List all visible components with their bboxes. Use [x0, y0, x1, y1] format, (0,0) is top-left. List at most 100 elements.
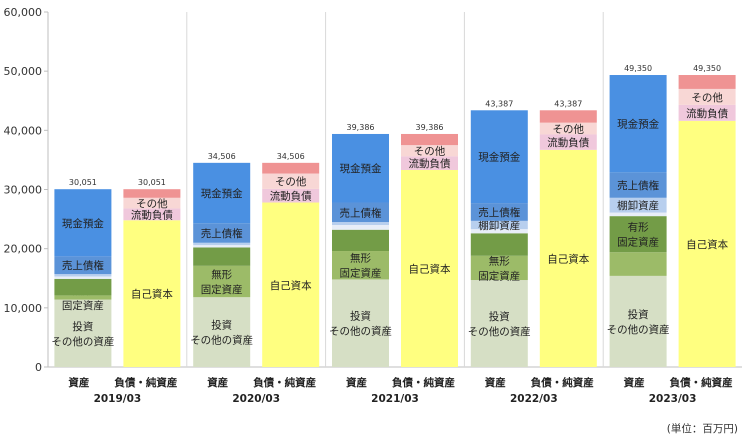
y-tick-label: 60,000: [4, 6, 43, 19]
x-label-period: 2021/03: [371, 393, 419, 405]
y-axis: 0 10,000 20,000 30,000 40,000 50,000 60,000: [4, 6, 742, 374]
y-tick-label: 40,000: [4, 124, 43, 137]
x-label-period: 2019/03: [94, 393, 142, 405]
segment-label: 流動負債: [686, 107, 728, 120]
segment-label: 自己資本: [686, 238, 728, 251]
bar-segment-liabilities-equity: [262, 202, 320, 367]
bar-segment-liabilities-other_current_liab: [401, 145, 458, 157]
segment-label: 流動負債: [409, 157, 451, 170]
bar-segment-assets-tangible: [470, 233, 528, 256]
bar-segment-assets-tangible: [54, 278, 112, 296]
x-label-liabilities: 負債・純資産: [114, 376, 177, 389]
bar-segment-liabilities-fixed_liab: [123, 189, 181, 198]
bar-segment-assets-receivables: [470, 203, 528, 221]
bar-segment-assets-cash: [193, 162, 251, 224]
y-tick-label: 10,000: [4, 302, 43, 315]
segment-label: 棚卸資産: [617, 199, 659, 212]
bar-segment-liabilities-fixed_liab: [401, 133, 458, 146]
x-label-assets: 資産: [68, 376, 89, 389]
segment-label: 無形: [211, 268, 232, 281]
bar-segment-liabilities-other_current_liab: [678, 88, 736, 105]
bar-segment-assets-inventory: [470, 220, 528, 230]
bar-segment-assets-cash: [609, 75, 667, 173]
x-label-assets: 資産: [624, 376, 645, 389]
total-label-liabilities: 43,387: [554, 99, 582, 108]
bar-segment-assets-tangible: [609, 216, 667, 253]
bar-segment-liabilities-other_current_liab: [123, 197, 181, 209]
bar-segment-liabilities-equity: [401, 169, 458, 367]
segment-label: 現金預金: [201, 187, 243, 200]
bar-segment-liabilities-fixed_liab: [678, 75, 736, 89]
total-label-liabilities: 34,506: [277, 152, 305, 161]
segment-label: 自己資本: [270, 279, 312, 292]
bar-segment-assets-cash: [470, 110, 528, 204]
bar-segment-liabilities-equity: [539, 149, 597, 367]
segment-label: その他: [275, 175, 307, 188]
bar-segment-assets-receivables: [609, 172, 667, 198]
segment-label: 有形: [628, 221, 649, 234]
x-label-assets: 資産: [485, 376, 506, 389]
y-tick-label: 0: [35, 361, 42, 374]
segment-label: 固定資産: [62, 299, 104, 312]
bar-segment-liabilities-current_liab: [401, 156, 458, 170]
segment-label: 現金預金: [617, 118, 659, 131]
segment-label: その他の資産: [190, 334, 253, 347]
total-label-liabilities: 49,350: [693, 64, 721, 73]
bar-segment-assets-cash: [332, 133, 389, 203]
segment-label: 売上債権: [478, 206, 520, 219]
bar-segment-assets-receivables: [193, 223, 251, 243]
segment-label: 無形: [350, 252, 371, 265]
bar-segment-assets-investments: [470, 280, 528, 367]
segment-label: その他: [414, 145, 446, 158]
x-label-liabilities: 負債・純資産: [392, 376, 455, 389]
segment-label: 流動負債: [547, 136, 589, 149]
bar-segment-assets-intangible: [470, 255, 528, 281]
segment-label: 自己資本: [547, 252, 589, 265]
segment-label: 流動負債: [131, 208, 173, 221]
bar-segment-assets-inventory: [609, 197, 667, 213]
segment-label: その他の資産: [51, 335, 114, 348]
bar-segment-liabilities-fixed_liab: [262, 162, 320, 174]
segment-label: その他の資産: [329, 325, 392, 338]
x-label-assets: 資産: [207, 376, 228, 389]
total-label-assets: 30,051: [69, 178, 97, 187]
x-label-liabilities: 負債・純資産: [531, 376, 594, 389]
bar-segment-liabilities-other_current_liab: [262, 173, 320, 189]
bar-segment-assets-other_current: [470, 229, 528, 234]
segment-label: 固定資産: [478, 269, 520, 282]
total-label-assets: 39,386: [347, 123, 375, 132]
segment-label: 固定資産: [201, 283, 243, 296]
bar-segment-assets-investments: [332, 279, 389, 367]
segment-label: 売上債権: [201, 227, 243, 240]
bar-segment-assets-intangible: [332, 251, 389, 280]
segment-label: その他の資産: [468, 325, 531, 338]
total-label-liabilities: 30,051: [138, 178, 166, 187]
segment-label: 現金預金: [340, 162, 382, 175]
segment-label: 売上債権: [62, 259, 104, 272]
segment-label: 投資: [350, 310, 371, 323]
segment-label: 売上債権: [340, 206, 382, 219]
bar-segment-liabilities-current_liab: [123, 208, 181, 221]
bar-segment-assets-other_current: [609, 212, 667, 217]
bar-segment-liabilities-current_liab: [539, 134, 597, 150]
x-label-liabilities: 負債・純資産: [670, 376, 733, 389]
segment-label: 流動負債: [270, 190, 312, 203]
segment-label: 現金預金: [478, 151, 520, 164]
bar-segment-liabilities-current_liab: [262, 188, 320, 203]
segment-label: その他の資産: [607, 323, 670, 336]
bar-segment-assets-intangible: [609, 252, 667, 276]
segment-label: 自己資本: [409, 262, 451, 275]
segment-label: 投資: [628, 308, 649, 321]
bar-segment-assets-other_current: [332, 225, 389, 230]
bar-segment-assets-investments: [193, 297, 251, 367]
bar-segment-liabilities-equity: [123, 220, 181, 367]
segment-label: 無形: [489, 254, 510, 267]
y-tick-label: 30,000: [4, 184, 43, 197]
bar-segment-assets-other_current: [193, 245, 251, 248]
segment-label: 投資: [489, 310, 510, 323]
bar-segment-assets-inventory: [54, 274, 112, 277]
segment-label: 棚卸資産: [478, 219, 520, 232]
bar-segment-liabilities-equity: [678, 120, 736, 367]
segment-label: 売上債権: [617, 179, 659, 192]
